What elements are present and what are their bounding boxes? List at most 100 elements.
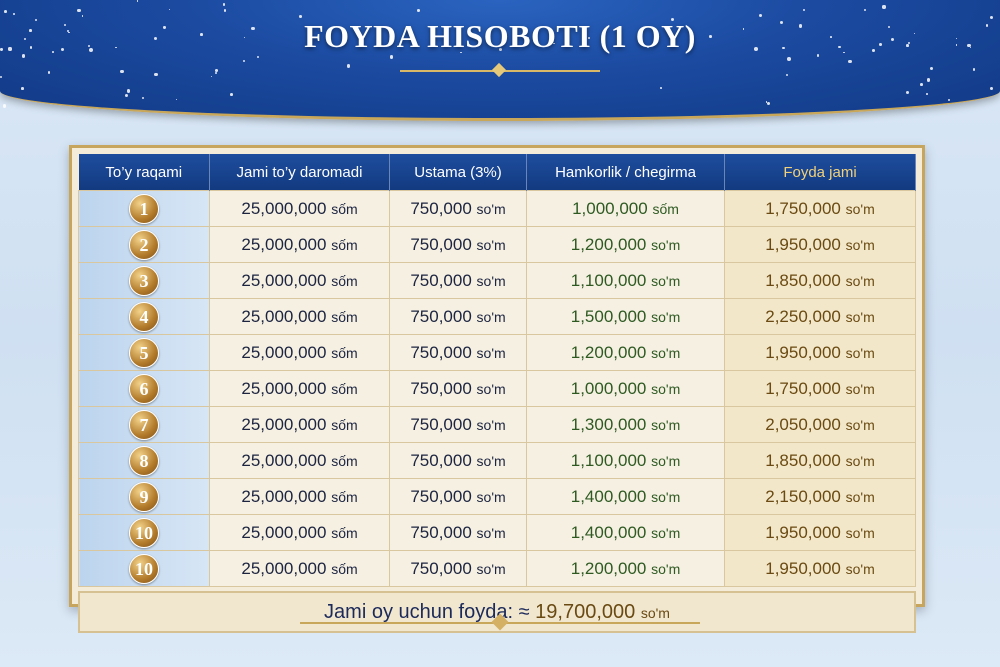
sparkle (3, 10, 7, 14)
profit-value: 1,950,000 (765, 342, 841, 362)
partner-value: 1,200,000 (570, 558, 647, 578)
sparkle (47, 71, 50, 74)
number-medal: 9 (129, 481, 159, 512)
fee-cell: 750,000 so'm (389, 190, 527, 227)
income-value: 25,000,000 (241, 414, 327, 434)
table-row: 6 25,000,000 sốm 750,000 so'm 1,000,000 so'… (78, 370, 916, 407)
sparkle (985, 24, 988, 27)
income-cell: 25,000,000 sốm (209, 550, 390, 587)
sparkle (926, 78, 931, 83)
sparkle (125, 94, 129, 98)
sparkle (81, 15, 84, 17)
fee-cell: 750,000 so'm (389, 478, 527, 515)
income-unit: sốm (331, 524, 358, 541)
profit-unit: so'm (845, 308, 875, 325)
number-medal: 10 (129, 553, 159, 584)
sparkle (163, 26, 166, 29)
sparkle (168, 8, 170, 10)
header-banner (0, 0, 1000, 121)
sparkle (223, 3, 226, 6)
partner-unit: so'm (651, 380, 681, 397)
sparkle (967, 43, 971, 48)
sparkle (243, 36, 245, 39)
sparkle (798, 24, 803, 28)
total-label: Jami oy uchun foyda: ≈ (324, 601, 530, 623)
profit-unit: so'm (845, 344, 875, 361)
income-unit: sốm (331, 200, 358, 217)
sparkle (753, 47, 758, 51)
fee-unit: so'm (476, 308, 506, 325)
sparkle (990, 16, 994, 20)
sparkle (390, 55, 394, 59)
number-medal: 1 (129, 193, 159, 224)
fee-cell: 750,000 so'm (389, 550, 527, 587)
sparkle (21, 54, 26, 58)
sparkle (838, 46, 841, 49)
partner-cell: 1,400,000 so'm (526, 514, 725, 551)
profit-table: To’y raqami Jami to’y daromadi Ustama (3… (78, 154, 916, 587)
sparkle (920, 82, 924, 86)
income-cell: 25,000,000 sốm (209, 478, 390, 515)
sparkle (28, 29, 32, 32)
sparkle (210, 76, 212, 78)
income-cell: 25,000,000 sốm (209, 262, 390, 299)
profit-cell: 1,950,000 so'm (724, 226, 916, 263)
fee-value: 750,000 (410, 486, 472, 506)
sparkle (77, 8, 81, 13)
sparkle (52, 51, 54, 54)
profit-value: 2,250,000 (765, 306, 841, 326)
fee-unit: so'm (476, 272, 506, 289)
income-cell: 25,000,000 sốm (209, 406, 390, 443)
sparkle (256, 55, 260, 59)
sparkle (890, 37, 894, 41)
profit-value: 1,950,000 (765, 522, 841, 542)
sparkle (843, 51, 845, 54)
partner-unit: so'm (651, 308, 681, 325)
sparkle (498, 48, 502, 52)
income-cell: 25,000,000 sốm (209, 334, 390, 371)
sparkle (13, 12, 16, 15)
profit-unit: so'm (845, 272, 875, 289)
sparkle (816, 54, 820, 57)
sparkle (2, 104, 7, 108)
sparkle (786, 73, 789, 76)
sparkle (21, 87, 24, 90)
table-row: 9 25,000,000 sốm 750,000 so'm 1,400,000 so'… (78, 478, 916, 515)
profit-value: 1,750,000 (765, 198, 841, 218)
income-cell: 25,000,000 sốm (209, 370, 390, 407)
income-unit: sốm (331, 236, 358, 253)
profit-cell: 2,250,000 so'm (724, 298, 916, 335)
partner-unit: so'm (651, 344, 681, 361)
wedding-number-cell: 10 (78, 514, 210, 551)
partner-value: 1,300,000 (570, 414, 647, 434)
partner-cell: 1,000,000 so'm (526, 370, 725, 407)
profit-table-frame: To’y raqami Jami to’y daromadi Ustama (3… (69, 145, 925, 633)
fee-cell: 750,000 so'm (389, 334, 527, 371)
income-value: 25,000,000 (241, 558, 327, 578)
sparkle (888, 26, 891, 29)
fee-cell: 750,000 so'm (389, 226, 527, 263)
profit-value: 2,050,000 (765, 414, 841, 434)
income-value: 25,000,000 (241, 522, 327, 542)
wedding-number-cell: 7 (78, 406, 210, 443)
sparkle (787, 57, 792, 61)
profit-cell: 1,850,000 so'm (724, 262, 916, 299)
sparkle (743, 28, 745, 30)
income-value: 25,000,000 (241, 198, 327, 218)
income-cell: 25,000,000 sốm (209, 298, 390, 335)
sparkle (969, 46, 972, 48)
sparkle (906, 44, 909, 47)
partner-cell: 1,300,000 so'm (526, 406, 725, 443)
wedding-number-cell: 1 (78, 190, 210, 227)
profit-unit: so'm (845, 524, 875, 541)
fee-unit: so'm (476, 236, 506, 253)
income-unit: sốm (331, 380, 358, 397)
wedding-number-cell: 10 (78, 550, 210, 587)
partner-cell: 1,100,000 so'm (526, 262, 725, 299)
fee-value: 750,000 (410, 450, 472, 470)
sparkle (229, 93, 233, 96)
wedding-number-cell: 9 (78, 478, 210, 515)
income-unit: sốm (331, 452, 358, 469)
income-value: 25,000,000 (241, 306, 327, 326)
fee-cell: 750,000 so'm (389, 406, 527, 443)
